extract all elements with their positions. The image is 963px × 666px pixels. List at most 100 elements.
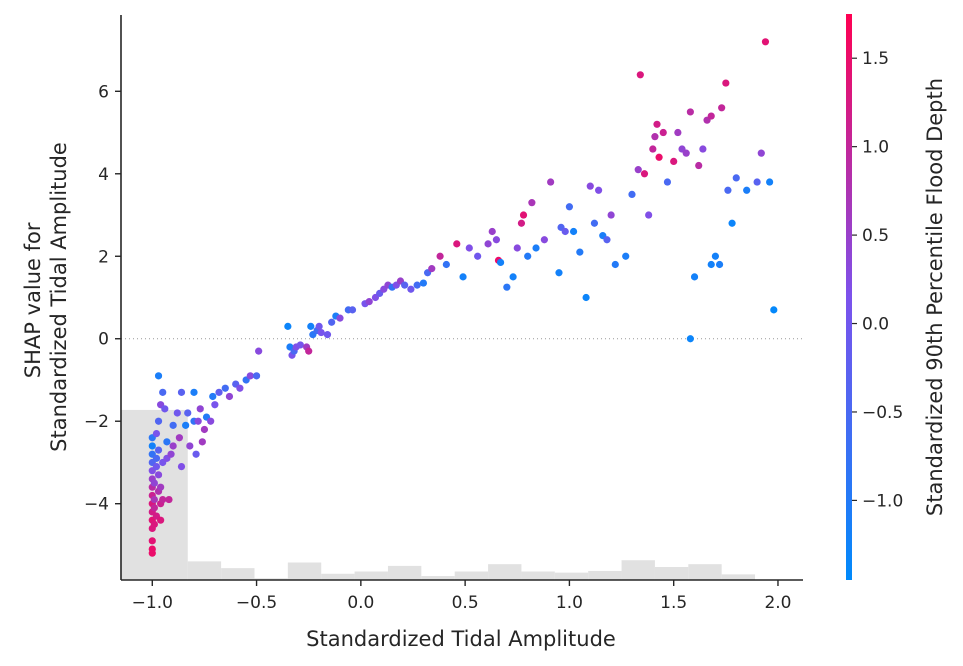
data-point xyxy=(636,71,644,79)
colorbar-tick-label: 0.0 xyxy=(862,315,889,335)
data-point xyxy=(561,227,569,236)
data-point xyxy=(209,392,217,401)
data-point xyxy=(569,227,578,236)
data-point xyxy=(177,462,186,471)
x-ticks: −1.0 −0.5 0.0 0.5 1.0 1.5 2.0 xyxy=(132,580,791,613)
colorbar-title: Standardized 90th Percentile Flood Depth xyxy=(923,78,947,516)
data-point xyxy=(436,252,444,260)
data-point xyxy=(246,372,254,380)
data-point xyxy=(184,409,192,417)
histogram-bar xyxy=(521,571,555,580)
data-point xyxy=(690,273,699,281)
data-point xyxy=(152,462,161,471)
histogram-bar xyxy=(187,561,222,580)
colorbar-tick-label: 1.5 xyxy=(862,49,889,69)
data-point xyxy=(305,347,313,355)
data-point xyxy=(150,479,158,487)
data-point xyxy=(154,471,163,479)
data-point xyxy=(653,120,661,128)
data-point xyxy=(674,128,682,137)
histogram-bar xyxy=(621,560,655,580)
data-point xyxy=(707,112,715,120)
data-point xyxy=(707,260,715,269)
data-point xyxy=(221,384,229,392)
data-point xyxy=(215,388,223,396)
data-point xyxy=(659,128,667,137)
data-point xyxy=(148,537,156,545)
data-point xyxy=(150,504,158,512)
data-point xyxy=(163,438,171,446)
histogram-bar xyxy=(454,571,489,580)
data-point xyxy=(177,388,186,396)
data-point xyxy=(307,322,315,330)
data-point xyxy=(724,186,732,194)
x-tick-label: −1.0 xyxy=(132,593,173,613)
histogram-bar xyxy=(588,570,622,580)
data-point xyxy=(328,318,336,326)
data-point xyxy=(528,199,536,207)
histogram-bar xyxy=(654,567,689,580)
data-point xyxy=(157,483,165,491)
colorbar-ticks: −1.0 −0.5 0.0 0.5 1.0 1.5 xyxy=(852,49,903,511)
data-point xyxy=(682,149,690,157)
histogram-bar xyxy=(488,564,522,580)
data-point xyxy=(161,405,169,413)
scatter-points xyxy=(148,38,778,557)
data-point xyxy=(645,211,653,219)
data-point xyxy=(442,260,450,269)
data-point xyxy=(628,190,636,198)
data-point xyxy=(686,335,694,343)
y-tick-label: −4 xyxy=(84,495,109,515)
data-point xyxy=(509,273,517,281)
data-point xyxy=(722,79,730,87)
data-point xyxy=(766,178,774,186)
data-point xyxy=(465,244,473,252)
histogram-bar xyxy=(688,564,722,580)
data-point xyxy=(225,392,234,401)
data-point xyxy=(173,409,181,417)
data-point xyxy=(503,283,511,291)
histogram-bar xyxy=(387,565,422,580)
data-point xyxy=(159,495,167,504)
data-point xyxy=(419,279,428,287)
axes xyxy=(120,15,803,581)
colorbar-tick-label: 1.0 xyxy=(862,138,889,158)
data-point xyxy=(296,341,304,349)
data-point xyxy=(651,133,659,141)
histogram-bar xyxy=(254,578,288,580)
data-point xyxy=(517,219,526,227)
x-tick-label: 2.0 xyxy=(764,593,791,613)
data-point xyxy=(157,516,165,524)
data-point xyxy=(595,186,603,194)
data-point xyxy=(365,298,373,306)
data-point xyxy=(428,265,436,273)
x-tick-label: 1.5 xyxy=(660,593,687,613)
data-point xyxy=(611,260,619,269)
x-axis-title: Standardized Tidal Amplitude xyxy=(306,627,616,651)
data-point xyxy=(586,182,594,190)
data-point xyxy=(152,429,161,438)
data-point xyxy=(453,240,461,248)
colorbar xyxy=(846,14,852,580)
data-point xyxy=(169,421,177,429)
data-point xyxy=(607,211,615,219)
y-tick-label: 6 xyxy=(98,82,109,102)
data-point xyxy=(207,417,215,425)
data-point xyxy=(401,281,409,289)
data-point xyxy=(167,450,175,458)
data-point xyxy=(753,178,761,186)
y-tick-label: 0 xyxy=(98,330,109,350)
data-point xyxy=(182,421,190,429)
data-point xyxy=(761,38,770,46)
histogram-bar xyxy=(354,571,388,580)
data-point xyxy=(663,178,672,186)
data-point xyxy=(770,306,778,314)
data-point xyxy=(154,417,163,425)
data-point xyxy=(532,244,540,252)
data-point xyxy=(488,227,496,236)
data-point xyxy=(336,314,344,322)
data-point xyxy=(154,372,163,380)
data-point xyxy=(576,248,584,256)
data-point xyxy=(565,203,574,211)
data-point xyxy=(317,328,325,337)
